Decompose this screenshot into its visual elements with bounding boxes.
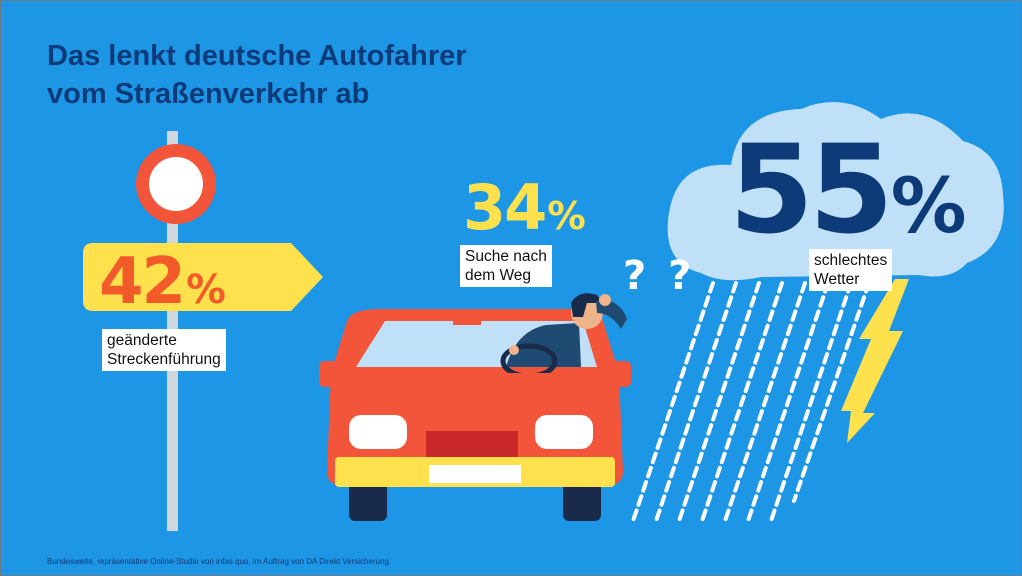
lightning-icon [841, 279, 909, 443]
license-plate-icon [429, 465, 521, 483]
cloud-illustration [667, 101, 1004, 281]
footnote: Bundesweite, repräsentative Online-Studi… [47, 557, 392, 566]
headlight-left-icon [349, 415, 407, 449]
page-title: Das lenkt deutsche Autofahrer vom Straße… [47, 37, 467, 113]
driver-icon [500, 293, 627, 379]
rain-illustration [631, 281, 871, 523]
stat-value-navigation: 34% [463, 171, 586, 244]
grille-icon [426, 431, 518, 459]
stat-label-route-change: geänderte Streckenführung [102, 329, 226, 371]
title-line-2: vom Straßenverkehr ab [47, 78, 370, 110]
stat-label-bad-weather: schlechtes Wetter [809, 249, 893, 291]
direction-arrow-sign-icon [83, 243, 323, 311]
question-marks-icon: ? ? [623, 253, 696, 299]
stat-value-bad-weather: 55% [729, 119, 967, 261]
headlight-right-icon [535, 415, 593, 449]
title-line-1: Das lenkt deutsche Autofahrer [47, 40, 467, 72]
car-illustration [319, 293, 631, 521]
stat-label-navigation: Suche nach dem Weg [460, 245, 552, 287]
stat-value-route-change: 42% [99, 245, 226, 319]
